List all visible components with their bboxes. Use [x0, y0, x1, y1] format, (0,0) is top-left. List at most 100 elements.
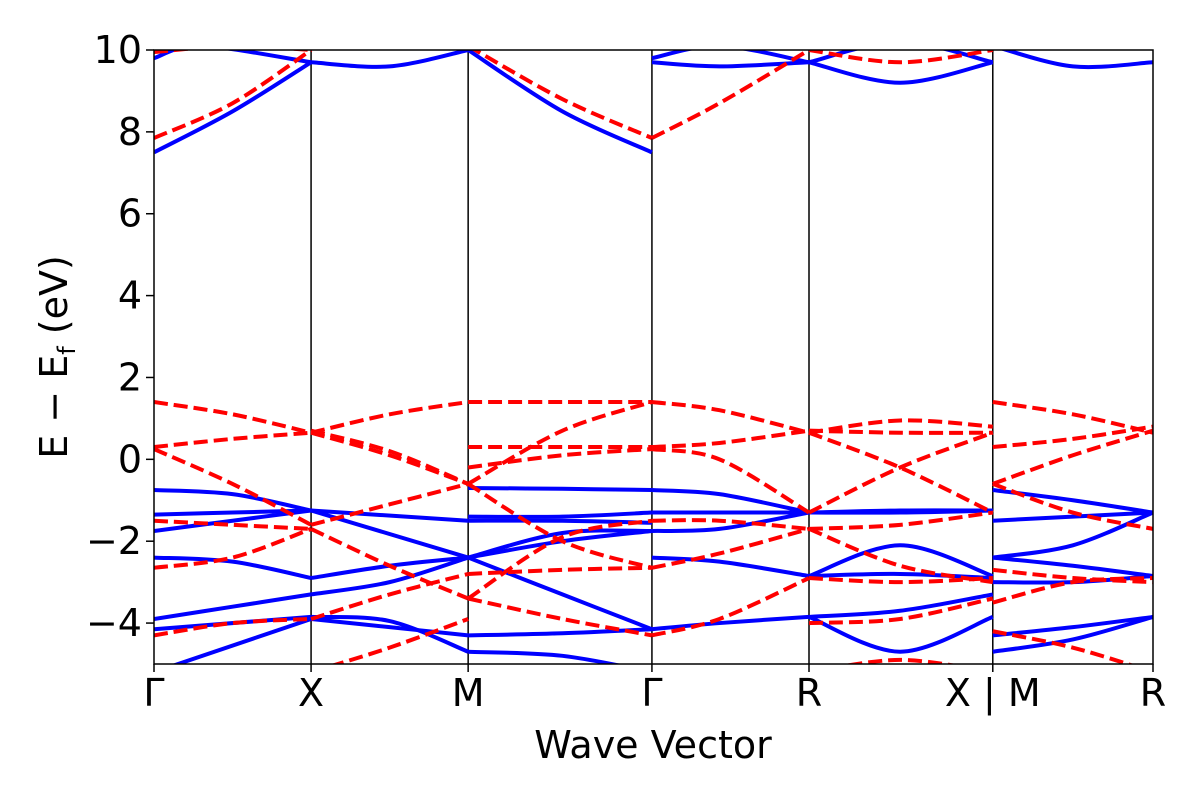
y-tick-label: −2: [86, 519, 142, 563]
band-line-dashed: [467, 447, 653, 470]
band-line-solid: [651, 510, 810, 533]
band-line-solid: [467, 555, 653, 632]
band-line-solid: [808, 592, 994, 619]
band-line-solid: [468, 649, 622, 664]
band-line-dashed: [154, 447, 312, 527]
x-tick-label: Γ: [143, 671, 164, 715]
band-line-dashed: [808, 50, 994, 65]
band-line-solid: [999, 50, 1153, 70]
x-tick-label: M: [452, 671, 485, 715]
band-line-solid: [310, 50, 469, 69]
band-line-dashed: [808, 428, 993, 435]
band-line-solid: [154, 50, 312, 65]
band-line-solid: [467, 50, 653, 155]
band-line-dashed: [992, 567, 1153, 585]
band-line-solid: [808, 60, 994, 85]
x-axis-ticks: Γ X M Γ R X | M R: [143, 664, 1166, 716]
band-line-dashed: [808, 576, 993, 585]
y-tick-label: 0: [118, 437, 142, 481]
band-line-dashed: [467, 400, 653, 486]
band-line-dashed: [467, 596, 653, 638]
band-line-dashed: [467, 482, 653, 570]
band-line-solid: [154, 555, 312, 580]
band-line-solid: [310, 508, 469, 523]
band-line-dashed: [651, 526, 810, 570]
band-line-dashed: [992, 576, 1153, 605]
band-line-dashed: [651, 576, 810, 638]
band-line-dashed: [651, 428, 810, 450]
band-line-dashed: [651, 447, 811, 515]
band-line-solid: [992, 615, 1153, 654]
band-line-dashed: [651, 400, 810, 435]
band-line-dashed: [331, 617, 469, 664]
x-tick-label: X | M: [945, 671, 1041, 716]
band-line-dashed: [808, 430, 994, 515]
band-line-dashed: [467, 518, 653, 601]
band-line-solid: [468, 627, 653, 638]
x-tick-label: X: [298, 671, 324, 715]
band-line-dashed: [468, 565, 652, 576]
band-line-solid: [468, 510, 653, 519]
band-line-solid: [467, 528, 652, 560]
band-line-dashed: [154, 527, 312, 570]
band-line-solid: [651, 614, 810, 632]
y-axis-label-sub: f: [53, 346, 81, 355]
band-line-solid: [809, 508, 993, 515]
band-line-dashed: [808, 510, 994, 531]
band-line-dashed: [992, 482, 1153, 531]
band-line-dashed: [154, 430, 312, 450]
y-axis-ticks: −4 −2 0 2 4 6 8 10: [86, 28, 154, 645]
bands: [154, 50, 1153, 664]
plot-area: [153, 49, 1154, 665]
y-tick-label: 2: [118, 355, 142, 399]
x-tick-label: R: [1140, 671, 1166, 715]
band-line-solid: [154, 488, 312, 513]
band-line-dashed: [310, 481, 469, 527]
band-line-dashed: [310, 572, 469, 621]
y-tick-label: 6: [118, 192, 142, 236]
band-line-dashed: [154, 50, 313, 140]
band-line-solid: [310, 616, 469, 638]
band-line-dashed: [992, 400, 1153, 435]
band-line-solid: [310, 614, 469, 654]
band-line-solid: [992, 614, 1153, 638]
band-line-dashed: [844, 657, 957, 664]
y-axis-label-unit: (eV): [32, 255, 76, 346]
band-line-solid: [154, 592, 312, 621]
band-line-solid: [808, 571, 993, 581]
band-line-dashed: [992, 428, 1153, 486]
band-line-solid: [992, 510, 1153, 523]
band-line-dashed: [154, 616, 312, 638]
y-tick-label: 10: [94, 28, 142, 72]
x-axis-label: Wave Vector: [534, 723, 772, 767]
band-line-solid: [651, 488, 810, 515]
band-line-dashed: [808, 430, 994, 515]
y-tick-label: −4: [86, 601, 142, 645]
band-line-solid: [651, 60, 810, 69]
band-line-solid: [154, 508, 312, 517]
band-line-solid: [154, 60, 313, 155]
y-tick-label: 8: [118, 110, 142, 154]
plot-frame: [153, 49, 1154, 665]
y-tick-label: 4: [118, 274, 142, 318]
band-line-solid: [651, 50, 810, 65]
k-point-divider-lines: [310, 50, 994, 664]
band-line-dashed: [992, 629, 1135, 664]
band-line-solid: [808, 615, 994, 654]
band-line-dashed: [310, 430, 469, 486]
band-line-solid: [808, 543, 994, 578]
band-line-dashed: [651, 518, 810, 531]
band-line-solid: [808, 50, 994, 65]
band-line-dashed: [471, 50, 653, 140]
band-line-solid: [992, 555, 1153, 578]
band-line-dashed: [808, 596, 994, 626]
band-line-solid: [468, 518, 652, 525]
x-tick-label: R: [796, 671, 822, 715]
band-line-solid: [468, 485, 652, 493]
y-axis-label-main: E − E: [32, 355, 76, 459]
x-tick-label: Γ: [641, 671, 662, 715]
band-line-dashed: [154, 400, 312, 435]
band-line-dashed: [310, 527, 469, 601]
band-line-dashed: [310, 400, 469, 435]
